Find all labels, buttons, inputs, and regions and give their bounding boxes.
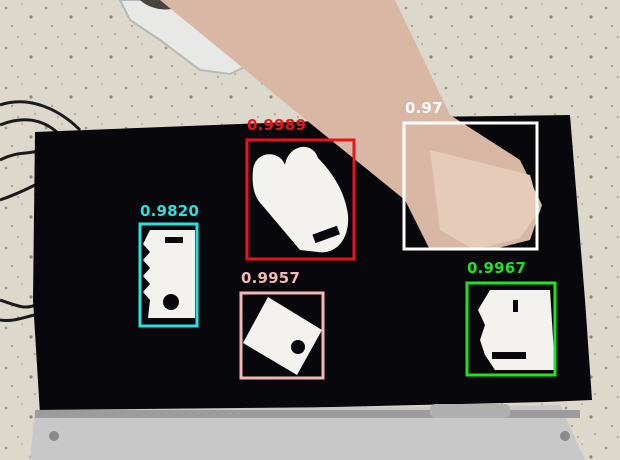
metal-plate bbox=[30, 405, 585, 460]
part-slot bbox=[312, 225, 340, 244]
cables bbox=[0, 100, 82, 322]
screw bbox=[49, 431, 59, 441]
detection-box-red bbox=[245, 138, 356, 261]
detection-box-white bbox=[402, 121, 539, 251]
detection-box-pink bbox=[239, 291, 325, 380]
score-label-red: 0.9989 bbox=[247, 116, 307, 134]
part-hole bbox=[163, 294, 179, 310]
metal-bracket bbox=[430, 404, 510, 418]
part-pink bbox=[243, 297, 322, 375]
part-cyan bbox=[143, 230, 195, 318]
part-slot bbox=[492, 352, 526, 359]
screw bbox=[560, 431, 570, 441]
detection-box-cyan bbox=[138, 222, 199, 328]
score-label-pink: 0.9957 bbox=[241, 269, 301, 287]
part-slot bbox=[165, 237, 183, 243]
metal-plate-edge bbox=[35, 410, 580, 418]
score-label-cyan: 0.9820 bbox=[140, 202, 200, 220]
score-label-green: 0.9967 bbox=[467, 259, 527, 277]
detection-box-green bbox=[465, 281, 557, 377]
score-label-white: 0.97 bbox=[405, 99, 443, 117]
part-green bbox=[478, 290, 555, 370]
part-hole bbox=[291, 340, 305, 354]
part-red bbox=[252, 146, 349, 253]
part-slot bbox=[513, 300, 518, 312]
hand bbox=[430, 150, 540, 250]
